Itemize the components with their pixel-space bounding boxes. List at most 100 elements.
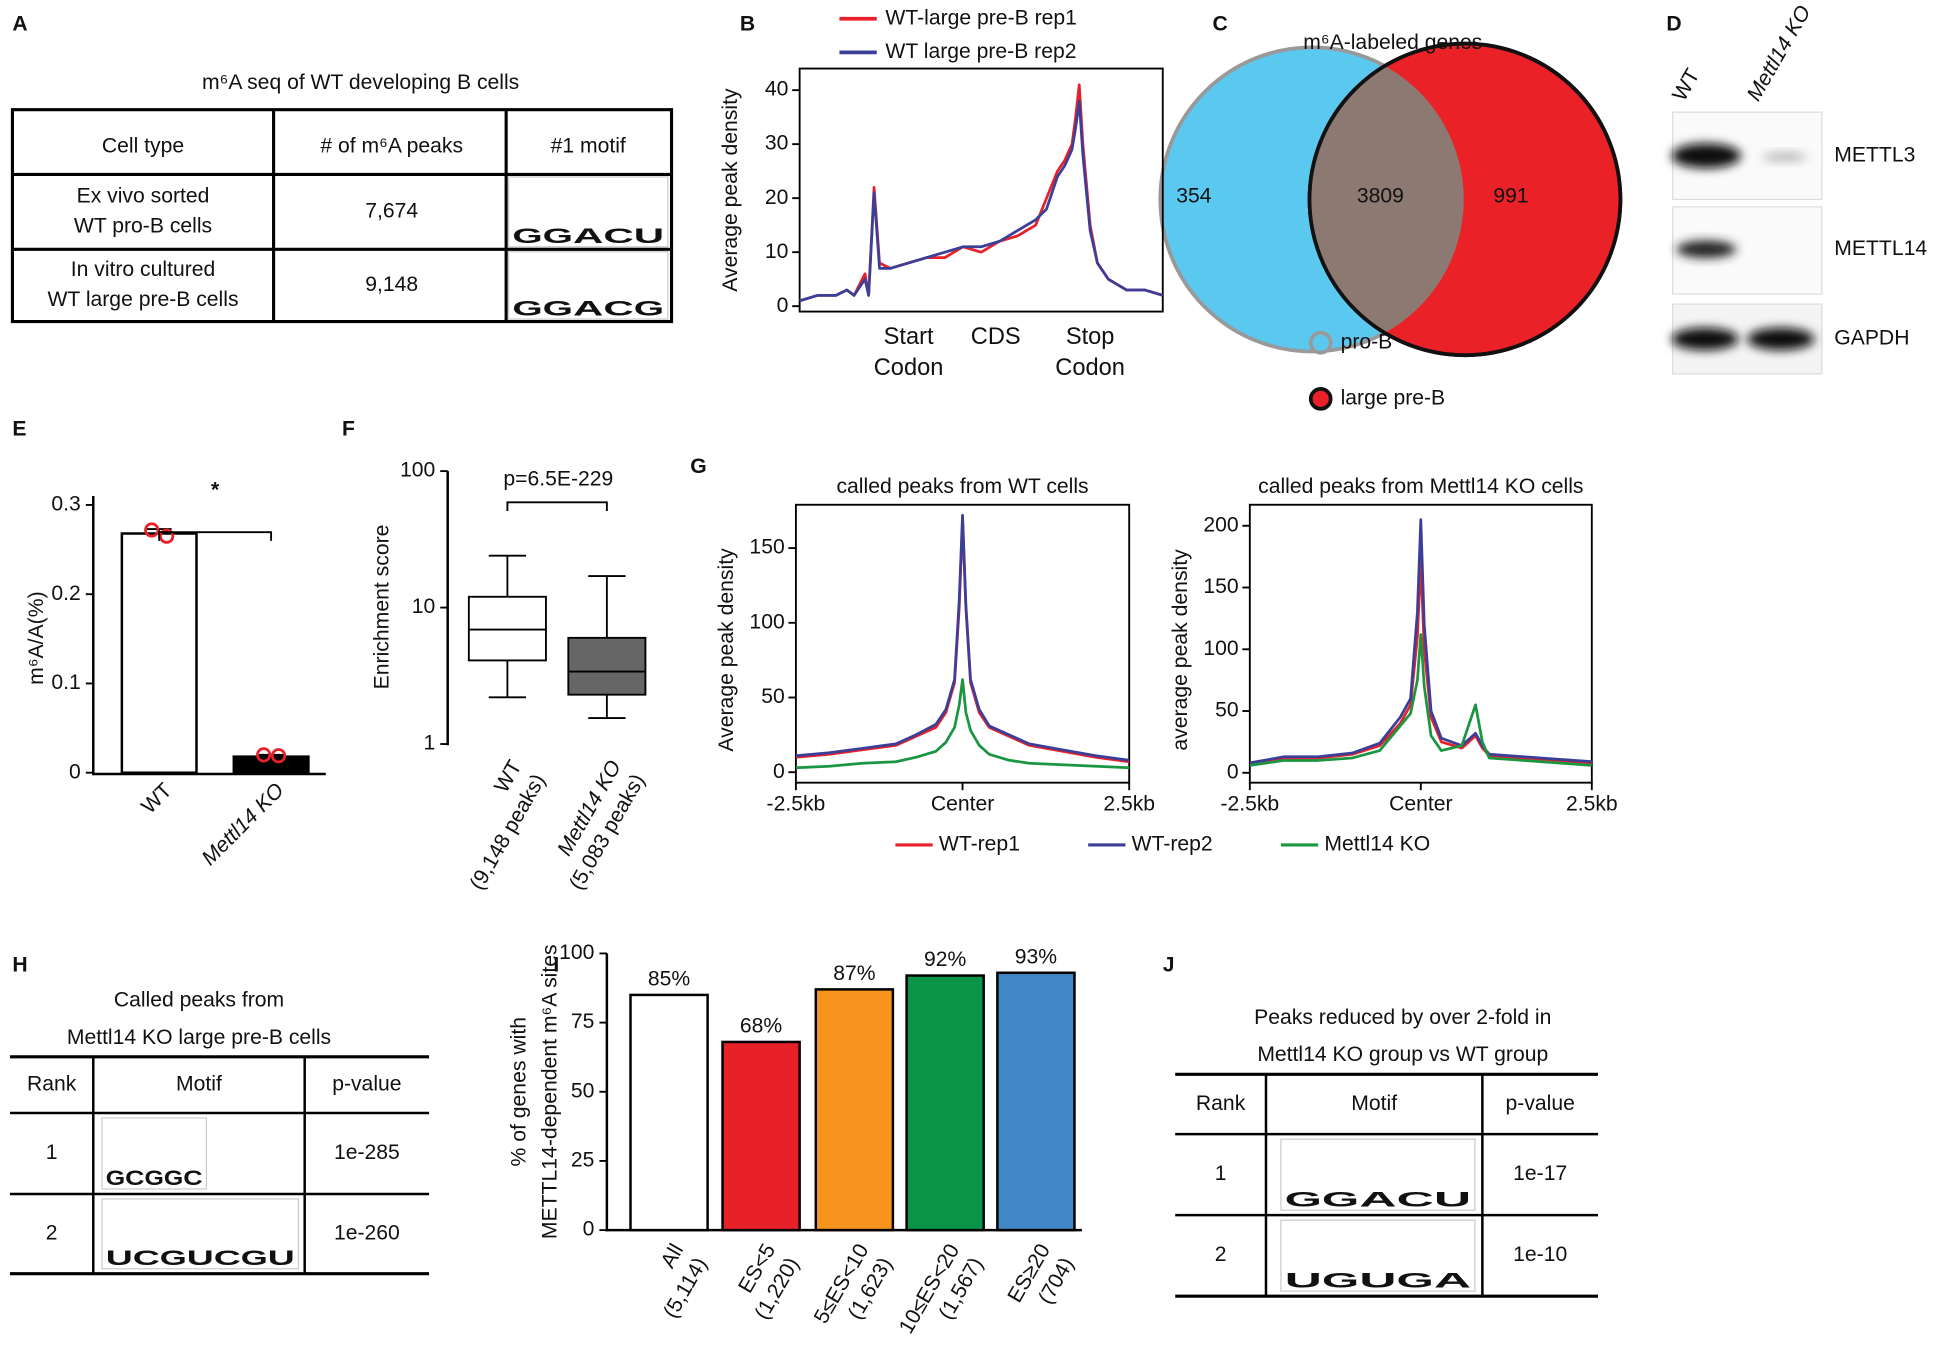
- panel-label: G: [690, 455, 706, 478]
- table-title: m⁶A seq of WT developing B cells: [202, 71, 519, 94]
- venn-count: 991: [1493, 184, 1528, 207]
- x-tick-label: CDS: [970, 324, 1021, 351]
- blot-band: [1762, 152, 1807, 163]
- motif-letter: U: [1285, 1269, 1322, 1292]
- table-cell: WT large pre-B cells: [47, 288, 238, 311]
- motif-letter: U: [106, 1247, 133, 1270]
- panel-label: C: [1213, 13, 1228, 36]
- table-title: Mettl14 KO large pre-B cells: [67, 1026, 331, 1049]
- chart-title: called peaks from WT cells: [836, 475, 1088, 498]
- y-tick-label: 100: [749, 610, 784, 633]
- y-tick-label: 150: [749, 536, 784, 559]
- bar: [905, 974, 985, 1232]
- venn-overlap: [1309, 47, 1464, 352]
- y-tick-label: 50: [1215, 699, 1239, 722]
- table-cell: 1e-17: [1513, 1162, 1567, 1185]
- y-tick-label: 0.2: [51, 582, 80, 605]
- motif-frame: [101, 1117, 208, 1190]
- table-header: Cell type: [102, 135, 184, 158]
- data-point: [270, 748, 287, 764]
- table-cell: 2: [46, 1221, 58, 1244]
- motif-letter: U: [1434, 1188, 1471, 1211]
- table-header: Motif: [1351, 1092, 1397, 1115]
- motif-letter: C: [1397, 1188, 1434, 1211]
- data-point: [159, 528, 175, 544]
- legend-label: WT-large pre-B rep1: [885, 6, 1076, 29]
- table-header: p-value: [1506, 1092, 1575, 1115]
- panel-label: H: [12, 953, 27, 976]
- motif-frame: [101, 1198, 300, 1270]
- x-tick-label: Center: [931, 793, 994, 816]
- legend-label: WT-rep1: [939, 833, 1020, 856]
- motif-letter: A: [1359, 1188, 1396, 1211]
- table-title: Peaks reduced by over 2-fold in: [1254, 1006, 1551, 1029]
- box: [567, 636, 647, 696]
- motif-frame: [1280, 1219, 1476, 1292]
- x-tick-label: WT: [137, 779, 177, 819]
- x-tick-label: Mettl14 KO: [198, 779, 289, 870]
- annotation: p=6.5E-229: [503, 467, 613, 490]
- protein-label: METTL14: [1834, 237, 1927, 260]
- motif-letter: C: [214, 1247, 241, 1270]
- y-tick-label: 100: [559, 941, 594, 964]
- panel-label: D: [1666, 13, 1681, 36]
- y-tick-label: 40: [765, 78, 789, 101]
- significance-bracket: [158, 531, 273, 541]
- panel-label: A: [12, 13, 27, 36]
- y-tick-label: 100: [400, 459, 435, 482]
- motif-letter: A: [573, 225, 603, 248]
- motif-letter: G: [543, 297, 573, 320]
- table-cell: 1e-285: [334, 1141, 400, 1164]
- table-cell: 1: [46, 1141, 58, 1164]
- panel-label: J: [1163, 953, 1175, 976]
- x-tick-label: Center: [1389, 793, 1452, 816]
- value-label: 93%: [1015, 945, 1057, 968]
- venn-title: m⁶A-labeled genes: [1303, 31, 1482, 54]
- y-tick-label: 0.3: [51, 493, 80, 516]
- table-header: p-value: [332, 1072, 401, 1095]
- line-series: [1249, 558, 1592, 765]
- table-cell: Ex vivo sorted: [77, 184, 210, 207]
- x-tick-label: Start Codon: [873, 324, 944, 382]
- y-tick-label: 0.1: [51, 671, 80, 694]
- bar: [721, 1040, 801, 1232]
- y-axis-label: m⁶A/A(%): [25, 591, 48, 684]
- motif-letter: G: [164, 1167, 183, 1190]
- x-tick-label: 2.5kb: [1566, 793, 1618, 816]
- y-tick-label: 0: [69, 760, 81, 783]
- motif-letter: U: [634, 225, 664, 248]
- y-tick-label: 10: [765, 240, 789, 263]
- y-tick-label: 100: [1203, 637, 1238, 660]
- x-tick-label: -2.5kb: [767, 793, 826, 816]
- annotation: *: [211, 479, 220, 502]
- blot-band: [1671, 327, 1739, 351]
- motif-letter: G: [145, 1167, 164, 1190]
- line-series: [799, 99, 1164, 303]
- legend-marker: [1308, 330, 1333, 355]
- motif-letter: C: [133, 1247, 160, 1270]
- line-series: [795, 516, 1130, 764]
- legend-label: large pre-B: [1341, 386, 1446, 409]
- y-tick-label: 0: [773, 760, 785, 783]
- line-series: [1249, 633, 1592, 767]
- x-tick-label-box: Stop Codon: [1055, 324, 1125, 381]
- x-tick-label: 2.5kb: [1103, 793, 1155, 816]
- data-point: [256, 747, 272, 763]
- table-cell: 1e-260: [334, 1221, 400, 1244]
- panel-label: B: [740, 13, 755, 36]
- lane-label: Mettl14 KO: [1743, 2, 1816, 105]
- motif-letter: G: [106, 1167, 125, 1190]
- y-axis-label: average peak density: [1169, 549, 1192, 751]
- motif-letter: G: [1285, 1188, 1322, 1211]
- panel-label: E: [12, 418, 26, 441]
- table-header: Rank: [1196, 1092, 1246, 1115]
- x-tick-label-box: CDS: [970, 324, 1021, 351]
- motif-frame: [508, 251, 669, 320]
- panel-label: F: [342, 418, 355, 441]
- line-series: [795, 513, 1130, 762]
- motif-letter: C: [603, 225, 633, 248]
- y-tick-label: 20: [765, 186, 789, 209]
- y-axis-label: Average peak density: [719, 88, 742, 292]
- plot-frame: [798, 67, 1164, 313]
